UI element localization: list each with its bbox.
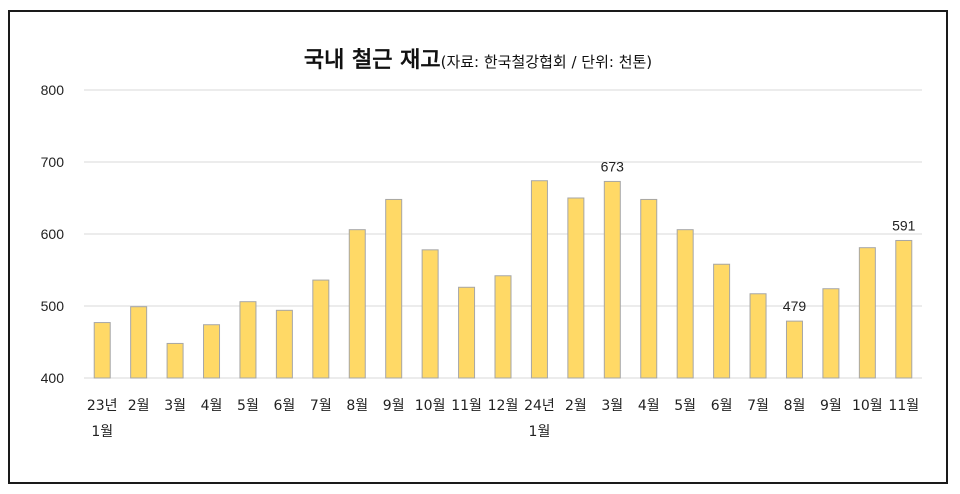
y-tick-label: 800 [41, 82, 65, 98]
x-tick-label: 8월 [784, 398, 806, 414]
x-tick-label: 7월 [310, 398, 332, 414]
x-tick-label: 4월 [201, 398, 223, 414]
x-tick-label: 10월 [852, 398, 883, 414]
x-tick-label: 3월 [164, 398, 186, 414]
bar-11 [494, 275, 512, 379]
x-tick-label: 2월 [565, 398, 587, 414]
bar-3 [203, 324, 221, 379]
bar-0 [93, 322, 111, 379]
x-tick-label: 3월 [601, 398, 623, 414]
x-tick-label: 9월 [383, 398, 405, 414]
x-tick-label: 6월 [273, 398, 295, 414]
data-label: 591 [892, 217, 916, 233]
bar-13 [567, 197, 585, 379]
bar-6 [312, 279, 330, 379]
bar-15 [640, 198, 658, 379]
data-label: 673 [601, 158, 625, 174]
x-tick-label: 2월 [128, 398, 150, 414]
bar-10 [458, 286, 476, 379]
y-tick-label: 400 [41, 370, 65, 386]
x-tick-label: 5월 [674, 398, 696, 414]
x-tick-label: 24년 [524, 398, 555, 414]
x-tick-label: 23년 [87, 398, 118, 414]
x-tick-label: 10월 [415, 398, 446, 414]
bar-21 [858, 247, 876, 379]
y-tick-label: 700 [41, 154, 65, 170]
bar-8 [385, 198, 403, 379]
y-tick-label: 500 [41, 298, 65, 314]
bar-19 [785, 320, 803, 379]
x-tick-label: 11월 [451, 398, 482, 414]
x-tick-label: 11월 [888, 398, 919, 414]
x-tick-label: 1월 [529, 424, 551, 440]
data-label: 479 [783, 298, 807, 314]
x-tick-label: 7월 [747, 398, 769, 414]
bar-9 [421, 249, 439, 379]
bar-20 [822, 288, 840, 379]
y-tick-label: 600 [41, 226, 65, 242]
bar-14 [603, 180, 621, 379]
bar-7 [348, 229, 366, 379]
chart-title-block: 국내 철근 재고(자료: 한국철강협회 / 단위: 천톤) [10, 42, 946, 74]
bar-12 [530, 180, 548, 379]
bar-18 [749, 293, 767, 379]
x-tick-label: 5월 [237, 398, 259, 414]
bar-1 [130, 306, 148, 379]
bar-5 [275, 309, 293, 379]
x-tick-label: 4월 [638, 398, 660, 414]
x-tick-label: 8월 [346, 398, 368, 414]
chart-subtitle: (자료: 한국철강협회 / 단위: 천톤) [440, 53, 653, 71]
chart-title: 국내 철근 재고 [303, 48, 441, 73]
x-tick-label: 6월 [711, 398, 733, 414]
bar-17 [713, 263, 731, 379]
bar-2 [166, 342, 184, 379]
x-tick-label: 12월 [488, 398, 519, 414]
chart-frame: 국내 철근 재고(자료: 한국철강협회 / 단위: 천톤) [8, 10, 948, 484]
x-tick-label: 9월 [820, 398, 842, 414]
x-tick-label: 1월 [91, 424, 113, 440]
bar-4 [239, 301, 257, 379]
bar-22 [895, 239, 913, 379]
bar-16 [676, 229, 694, 379]
